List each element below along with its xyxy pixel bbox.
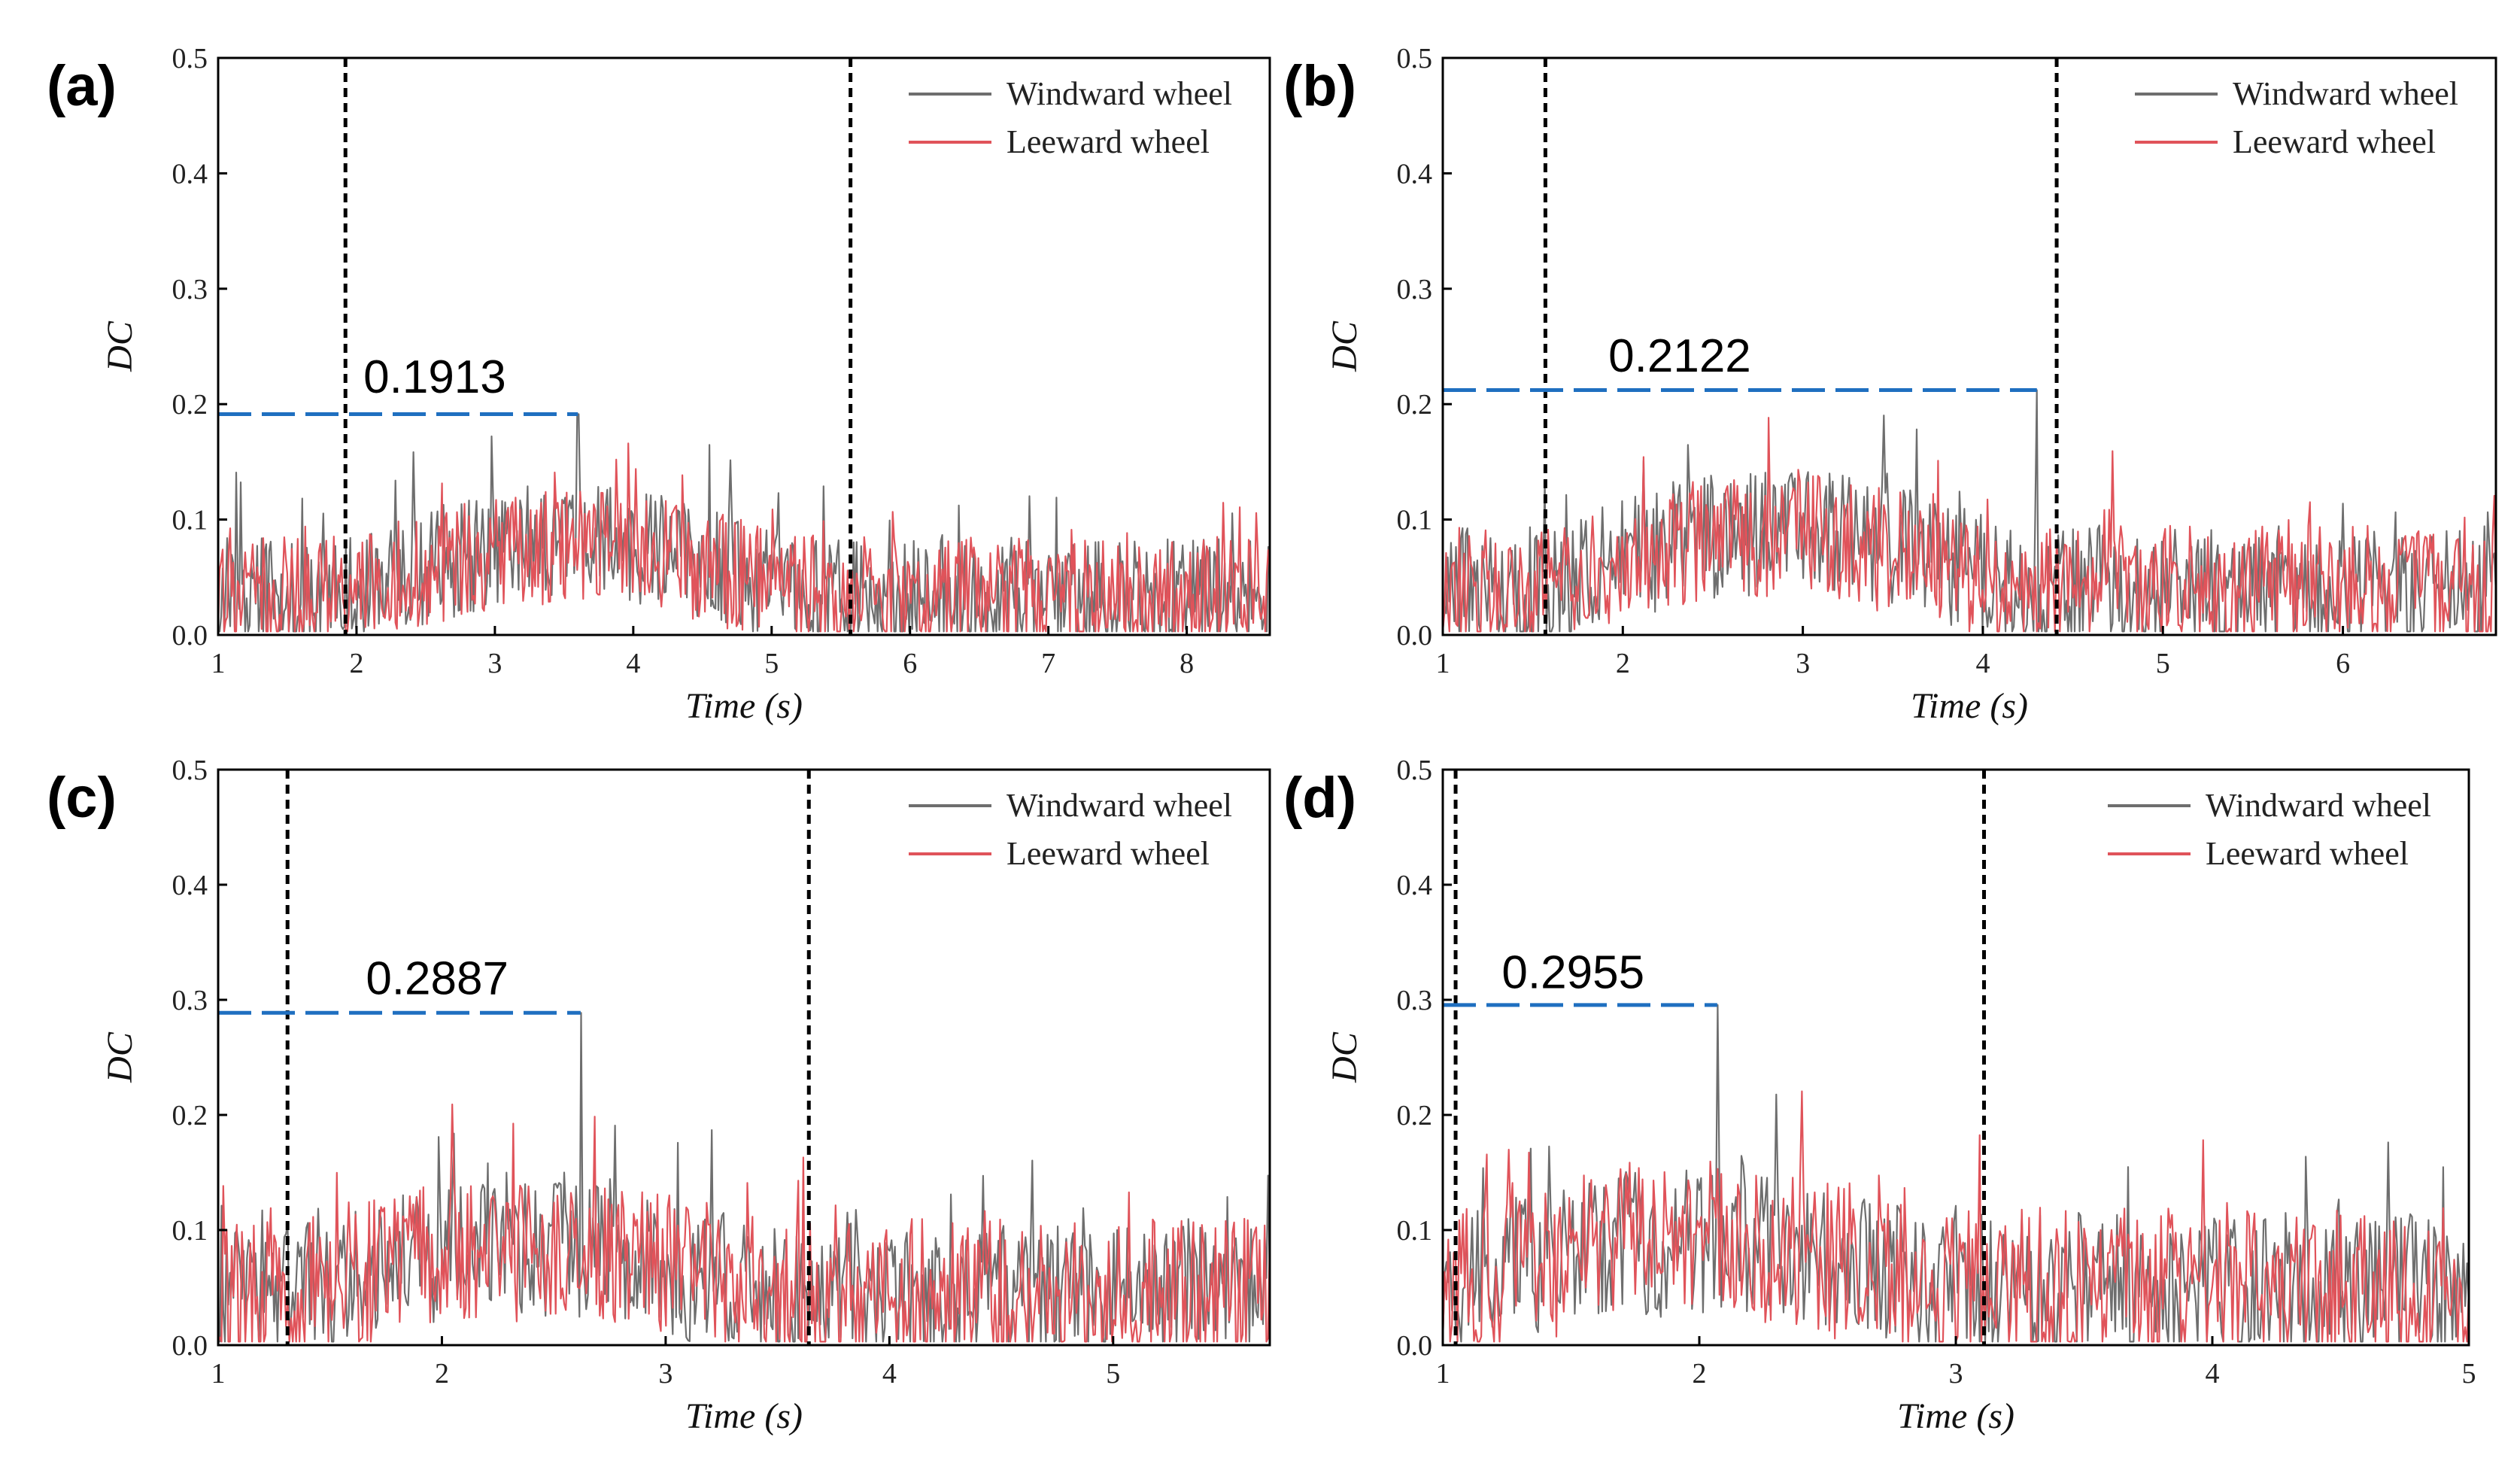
legend-windward-label: Windward wheel bbox=[2233, 75, 2458, 112]
panel-label: (b) bbox=[1283, 54, 1356, 118]
plot-frame bbox=[1441, 56, 2497, 636]
plot-frame bbox=[217, 56, 1271, 636]
legend-leeward-label: Leeward wheel bbox=[2206, 835, 2409, 872]
y-tick-label: 0.5 bbox=[172, 755, 208, 786]
y-axis-title: DC bbox=[100, 1031, 140, 1083]
y-tick-label: 0.3 bbox=[1397, 274, 1433, 305]
y-tick-label: 0.1 bbox=[172, 505, 208, 536]
x-tick-label: 7 bbox=[1041, 648, 1055, 679]
x-tick-label: 4 bbox=[626, 648, 640, 679]
panel-label: (a) bbox=[47, 54, 117, 118]
y-tick-label: 0.1 bbox=[1397, 505, 1433, 536]
plot-frame bbox=[217, 768, 1271, 1347]
x-tick-label: 5 bbox=[2156, 648, 2170, 679]
y-tick-label: 0.4 bbox=[1397, 870, 1433, 901]
legend-leeward-label: Leeward wheel bbox=[1006, 835, 1210, 872]
x-tick-label: 2 bbox=[1693, 1358, 1707, 1390]
x-tick-label: 3 bbox=[1796, 648, 1810, 679]
series-leeward-line bbox=[218, 1103, 1270, 1343]
x-tick-label: 3 bbox=[1949, 1358, 1963, 1390]
y-tick-label: 0.4 bbox=[1397, 158, 1433, 190]
x-tick-label: 5 bbox=[1106, 1358, 1120, 1390]
chart-panel-d: 0.2955 0.0 0.1 0.2 0.3 0.4 0.5 1 2 3 4 5 Time (s) DC W… bbox=[1283, 755, 2476, 1436]
legend-leeward-label: Leeward wheel bbox=[1006, 123, 1210, 160]
panel-label: (d) bbox=[1283, 766, 1356, 830]
x-tick-label: 8 bbox=[1180, 648, 1194, 679]
y-tick-label: 0.5 bbox=[1397, 43, 1433, 74]
x-tick-label: 2 bbox=[1616, 648, 1630, 679]
y-tick-label: 0.2 bbox=[172, 389, 208, 421]
y-tick-label: 0.0 bbox=[172, 620, 208, 652]
y-tick-label: 0.5 bbox=[1397, 755, 1433, 786]
chart-panel-b: 0.2122 0.0 0.1 0.2 0.3 0.4 0.5 1 2 3 4 5 6 Time (s) DC… bbox=[1283, 43, 2497, 726]
y-tick-label: 0.1 bbox=[172, 1215, 208, 1247]
y-tick-label: 0.4 bbox=[172, 158, 208, 190]
y-tick-label: 0.2 bbox=[1397, 389, 1433, 421]
x-tick-label: 2 bbox=[349, 648, 363, 679]
y-tick-label: 0.5 bbox=[172, 43, 208, 74]
panels: 0.1913 0.0 0.1 0.2 0.3 0.4 0.5 1 2 3 4 5 6 7 8 Time (s)… bbox=[47, 43, 2497, 1436]
y-tick-label: 0.4 bbox=[172, 870, 208, 901]
y-axis-title: DC bbox=[1325, 1031, 1365, 1083]
y-tick-label: 0.2 bbox=[1397, 1100, 1433, 1131]
series-windward-line bbox=[1443, 389, 2496, 633]
x-tick-label: 5 bbox=[764, 648, 779, 679]
max-value-label: 0.1913 bbox=[363, 351, 506, 403]
x-tick-label: 3 bbox=[658, 1358, 673, 1390]
x-tick-label: 4 bbox=[1975, 648, 1990, 679]
chart-panel-c: 0.2887 0.0 0.1 0.2 0.3 0.4 0.5 1 2 3 4 5 Time (s) DC W… bbox=[47, 755, 1271, 1436]
x-tick-label: 6 bbox=[2336, 648, 2350, 679]
series-leeward-line bbox=[218, 442, 1270, 633]
x-tick-label: 1 bbox=[1436, 648, 1450, 679]
y-tick-label: 0.3 bbox=[172, 274, 208, 305]
x-tick-label: 4 bbox=[2206, 1358, 2220, 1390]
x-tick-label: 1 bbox=[211, 1358, 226, 1390]
legend-windward-label: Windward wheel bbox=[2206, 787, 2431, 824]
series-windward-line bbox=[218, 413, 1270, 633]
x-axis-title: Time (s) bbox=[685, 1396, 803, 1436]
y-tick-label: 0.3 bbox=[172, 985, 208, 1016]
y-tick-label: 0.0 bbox=[172, 1330, 208, 1362]
x-tick-label: 5 bbox=[2462, 1358, 2476, 1390]
x-tick-label: 6 bbox=[903, 648, 917, 679]
legend-windward-label: Windward wheel bbox=[1006, 75, 1232, 112]
max-value-label: 0.2887 bbox=[366, 952, 509, 1004]
x-tick-label: 2 bbox=[435, 1358, 449, 1390]
y-axis-title: DC bbox=[100, 320, 140, 372]
y-tick-label: 0.0 bbox=[1397, 1330, 1433, 1362]
x-axis-title: Time (s) bbox=[685, 686, 803, 726]
x-tick-label: 3 bbox=[487, 648, 502, 679]
legend-windward-label: Windward wheel bbox=[1006, 787, 1232, 824]
y-tick-label: 0.0 bbox=[1397, 620, 1433, 652]
x-tick-label: 1 bbox=[211, 648, 226, 679]
panel-label: (c) bbox=[47, 766, 117, 830]
x-tick-label: 1 bbox=[1436, 1358, 1450, 1390]
y-tick-label: 0.2 bbox=[172, 1100, 208, 1131]
x-tick-label: 4 bbox=[882, 1358, 897, 1390]
max-value-label: 0.2955 bbox=[1501, 947, 1644, 999]
x-axis-title: Time (s) bbox=[1911, 686, 2028, 726]
chart-panel-a: 0.1913 0.0 0.1 0.2 0.3 0.4 0.5 1 2 3 4 5 6 7 8 Time (s)… bbox=[47, 43, 1271, 726]
x-axis-title: Time (s) bbox=[1897, 1396, 2014, 1436]
legend-leeward-label: Leeward wheel bbox=[2233, 123, 2436, 160]
max-value-label: 0.2122 bbox=[1608, 330, 1751, 382]
y-axis-title: DC bbox=[1325, 320, 1365, 372]
y-tick-label: 0.1 bbox=[1397, 1215, 1433, 1247]
series-leeward-line bbox=[1443, 417, 2496, 633]
y-tick-label: 0.3 bbox=[1397, 985, 1433, 1016]
series-windward-line bbox=[218, 1012, 1270, 1343]
series-windward-line bbox=[1443, 1004, 2469, 1343]
